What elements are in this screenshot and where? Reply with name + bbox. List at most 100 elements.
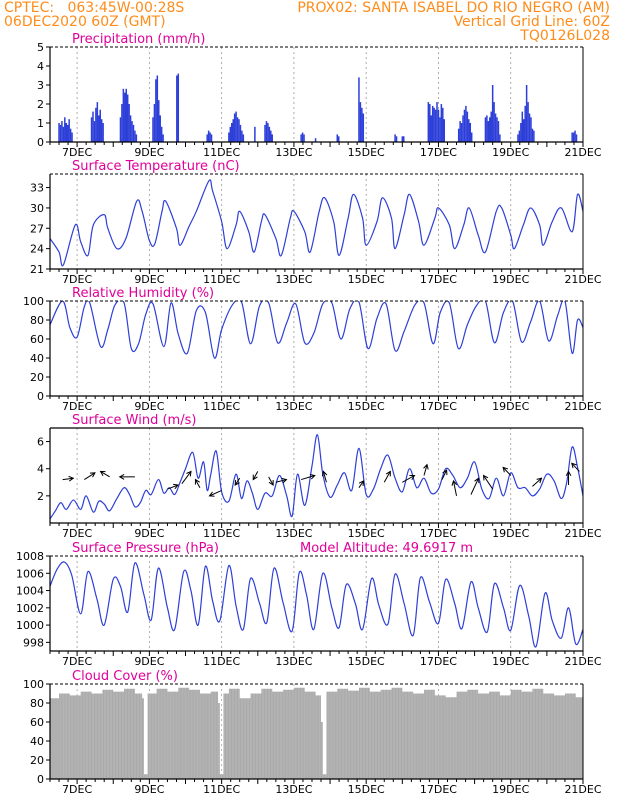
precip-bar xyxy=(209,132,211,142)
precip-bar xyxy=(394,134,396,142)
x-tick-label: 11DEC xyxy=(203,273,240,286)
precip-bar xyxy=(95,107,97,142)
x-tick-label: 11DEC xyxy=(203,527,240,540)
wind-arrow xyxy=(453,480,458,496)
precip-bar xyxy=(401,136,404,142)
x-tick-label: 11DEC xyxy=(203,400,240,413)
x-tick-label: 15DEC xyxy=(348,527,385,540)
precip-bar xyxy=(177,73,180,142)
wind-arrowhead xyxy=(89,472,96,478)
precip-bar xyxy=(239,124,242,142)
precip-bar xyxy=(521,111,524,142)
panel-title: Surface Temperature (nC) xyxy=(72,159,240,174)
precip-bar xyxy=(231,123,233,142)
x-tick-label: 17DEC xyxy=(420,783,457,796)
series-group xyxy=(50,561,583,648)
x-tick-label: 13DEC xyxy=(275,527,312,540)
panel-0: Precipitation (mm/h)7DEC 9DEC 11DEC 13DEC 15… xyxy=(37,32,602,159)
y-tick-label: 2 xyxy=(37,98,44,111)
precip-bar xyxy=(176,75,178,142)
precip-bar xyxy=(93,121,96,142)
x-tick-label: 15DEC xyxy=(348,400,385,413)
wind-arrow xyxy=(383,471,391,483)
x-tick-label: 19DEC xyxy=(492,146,529,159)
panel-title: Precipitation (mm/h) xyxy=(72,32,205,47)
y-tick-label: 33 xyxy=(30,182,44,195)
x-tick-label: 13DEC xyxy=(275,655,312,668)
x-tick-label: 15DEC xyxy=(348,273,385,286)
wind-arrow xyxy=(483,475,494,490)
wind-arrow xyxy=(194,479,201,488)
panel-5: Cloud Cover (%) 7DEC 9DEC 11DEC 13DEC 15DEC 17… xyxy=(23,669,602,796)
x-tick-label: 17DEC xyxy=(420,400,457,413)
precip-bar xyxy=(100,119,103,142)
precip-bar xyxy=(125,88,127,142)
wind-arrow xyxy=(358,480,364,488)
precip-bar xyxy=(459,121,461,142)
y-tick-label: 30 xyxy=(30,202,44,215)
precip-bar xyxy=(427,102,430,142)
x-tick-label: 19DEC xyxy=(492,655,529,668)
precip-bar xyxy=(527,102,529,142)
precip-bar xyxy=(460,123,463,142)
precip-bar xyxy=(496,117,498,142)
precip-bar xyxy=(337,136,340,142)
precip-bar xyxy=(238,119,240,142)
y-tick-label: 24 xyxy=(30,243,44,256)
series-group xyxy=(50,179,583,267)
wind-arrowhead xyxy=(208,491,215,497)
precip-bar xyxy=(442,107,444,142)
wind-arrow xyxy=(167,484,179,490)
x-tick-label: 7DEC xyxy=(62,400,92,413)
precip-bar xyxy=(463,109,466,142)
wind-arrowhead xyxy=(252,474,258,481)
x-tick-label: 15DEC xyxy=(348,146,385,159)
wind-arrow xyxy=(268,476,274,486)
wind-arrow xyxy=(181,471,192,484)
wind-arrowhead xyxy=(99,470,106,476)
precip-bar xyxy=(62,126,65,142)
precip-bar xyxy=(497,121,500,142)
precip-bar xyxy=(466,111,469,142)
precip-bar xyxy=(268,126,271,142)
precip-bar xyxy=(359,102,362,142)
precip-bar xyxy=(64,117,66,142)
x-tick-label: 15DEC xyxy=(348,655,385,668)
wind-arrowhead xyxy=(68,475,75,482)
precip-bar xyxy=(61,121,63,142)
precip-bar xyxy=(207,130,210,142)
precip-bar xyxy=(429,104,431,142)
precip-bar xyxy=(358,77,360,142)
y-tick-label: 4 xyxy=(37,60,44,73)
precip-bar xyxy=(574,130,576,142)
precip-bar xyxy=(575,134,578,142)
precip-bar xyxy=(132,124,135,142)
series-group xyxy=(50,301,583,359)
wind-arrow xyxy=(441,469,448,480)
header-model-id: TQ0126L028 xyxy=(520,28,610,44)
precip-bar xyxy=(431,105,434,142)
x-tick-label: 7DEC xyxy=(62,527,92,540)
y-tick-label: 998 xyxy=(23,636,44,649)
precip-bar xyxy=(494,113,497,142)
precip-bar xyxy=(155,79,157,142)
panel-title: Surface Wind (m/s) xyxy=(72,413,196,428)
precip-bar xyxy=(270,130,272,142)
precip-bar xyxy=(520,123,522,142)
x-tick-label: 9DEC xyxy=(134,273,164,286)
x-tick-label: 11DEC xyxy=(203,146,240,159)
precip-bar xyxy=(533,130,535,142)
wind-arrowhead xyxy=(565,470,572,477)
cloud-area xyxy=(50,687,583,779)
precip-bar xyxy=(524,105,526,142)
precip-bar xyxy=(487,121,490,142)
header-grid-note: Vertical Grid Line: 60Z xyxy=(453,14,610,30)
x-tick-label: 19DEC xyxy=(492,273,529,286)
series-group xyxy=(50,434,583,520)
panel-4: Surface Pressure (hPa) Model Altitude: 49… xyxy=(16,541,602,668)
wind-arrowhead xyxy=(502,466,509,473)
precip-bar xyxy=(159,115,161,142)
wind-arrowhead xyxy=(536,477,543,484)
precip-bar xyxy=(437,109,440,142)
precip-bar xyxy=(336,134,339,142)
